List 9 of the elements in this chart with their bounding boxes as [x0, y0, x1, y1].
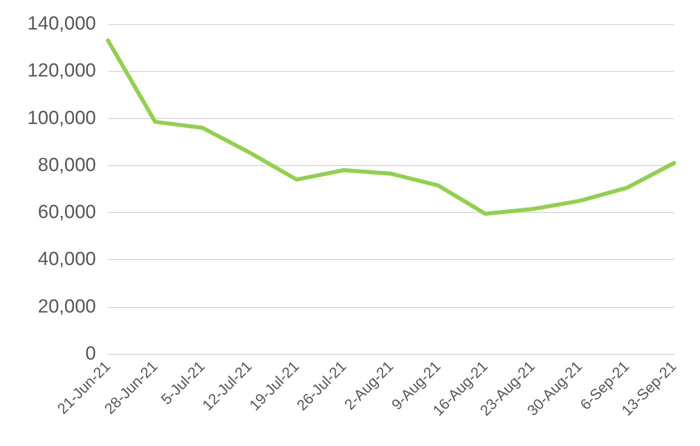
y-tick-label: 120,000: [27, 60, 96, 82]
y-tick-label: 60,000: [38, 202, 96, 224]
y-tick-label: 0: [85, 344, 96, 364]
y-tick-label: 20,000: [38, 296, 96, 318]
y-tick-label: 40,000: [38, 249, 96, 270]
line-series: [106, 38, 676, 216]
y-tick-label: 140,000: [27, 14, 96, 34]
y-tick-label: 100,000: [27, 108, 96, 129]
y-tick-label: 80,000: [38, 154, 96, 176]
